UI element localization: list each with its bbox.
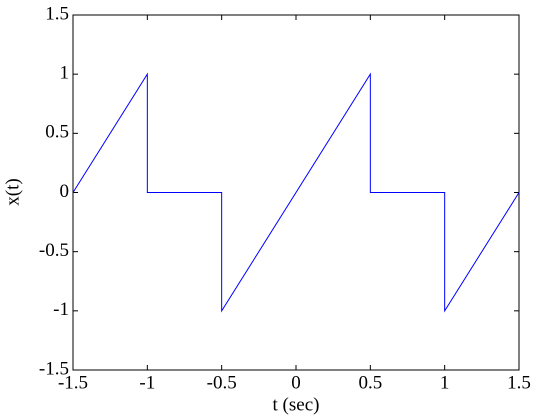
y-tick-label: 0.5 bbox=[45, 122, 69, 143]
y-tick-label: -1.5 bbox=[39, 358, 69, 379]
x-tick-label: -0.5 bbox=[207, 372, 237, 393]
x-tick-label: 0 bbox=[291, 372, 301, 393]
x-tick-label: 1.5 bbox=[507, 372, 531, 393]
y-tick-label: -0.5 bbox=[39, 240, 69, 261]
y-tick-label: 1.5 bbox=[45, 3, 69, 24]
y-tick-label: 0 bbox=[60, 181, 70, 202]
x-tick-label: -1 bbox=[139, 372, 155, 393]
data-line bbox=[72, 72, 520, 313]
x-tick-label: 1 bbox=[440, 372, 450, 393]
y-axis-label: x(t) bbox=[2, 178, 23, 205]
y-tick-label: 1 bbox=[60, 63, 70, 84]
y-tick-label: -1 bbox=[53, 299, 69, 320]
x-axis-label: t (sec) bbox=[273, 394, 320, 415]
x-tick-label: 0.5 bbox=[358, 372, 382, 393]
x-tick-label: -1.5 bbox=[58, 372, 88, 393]
